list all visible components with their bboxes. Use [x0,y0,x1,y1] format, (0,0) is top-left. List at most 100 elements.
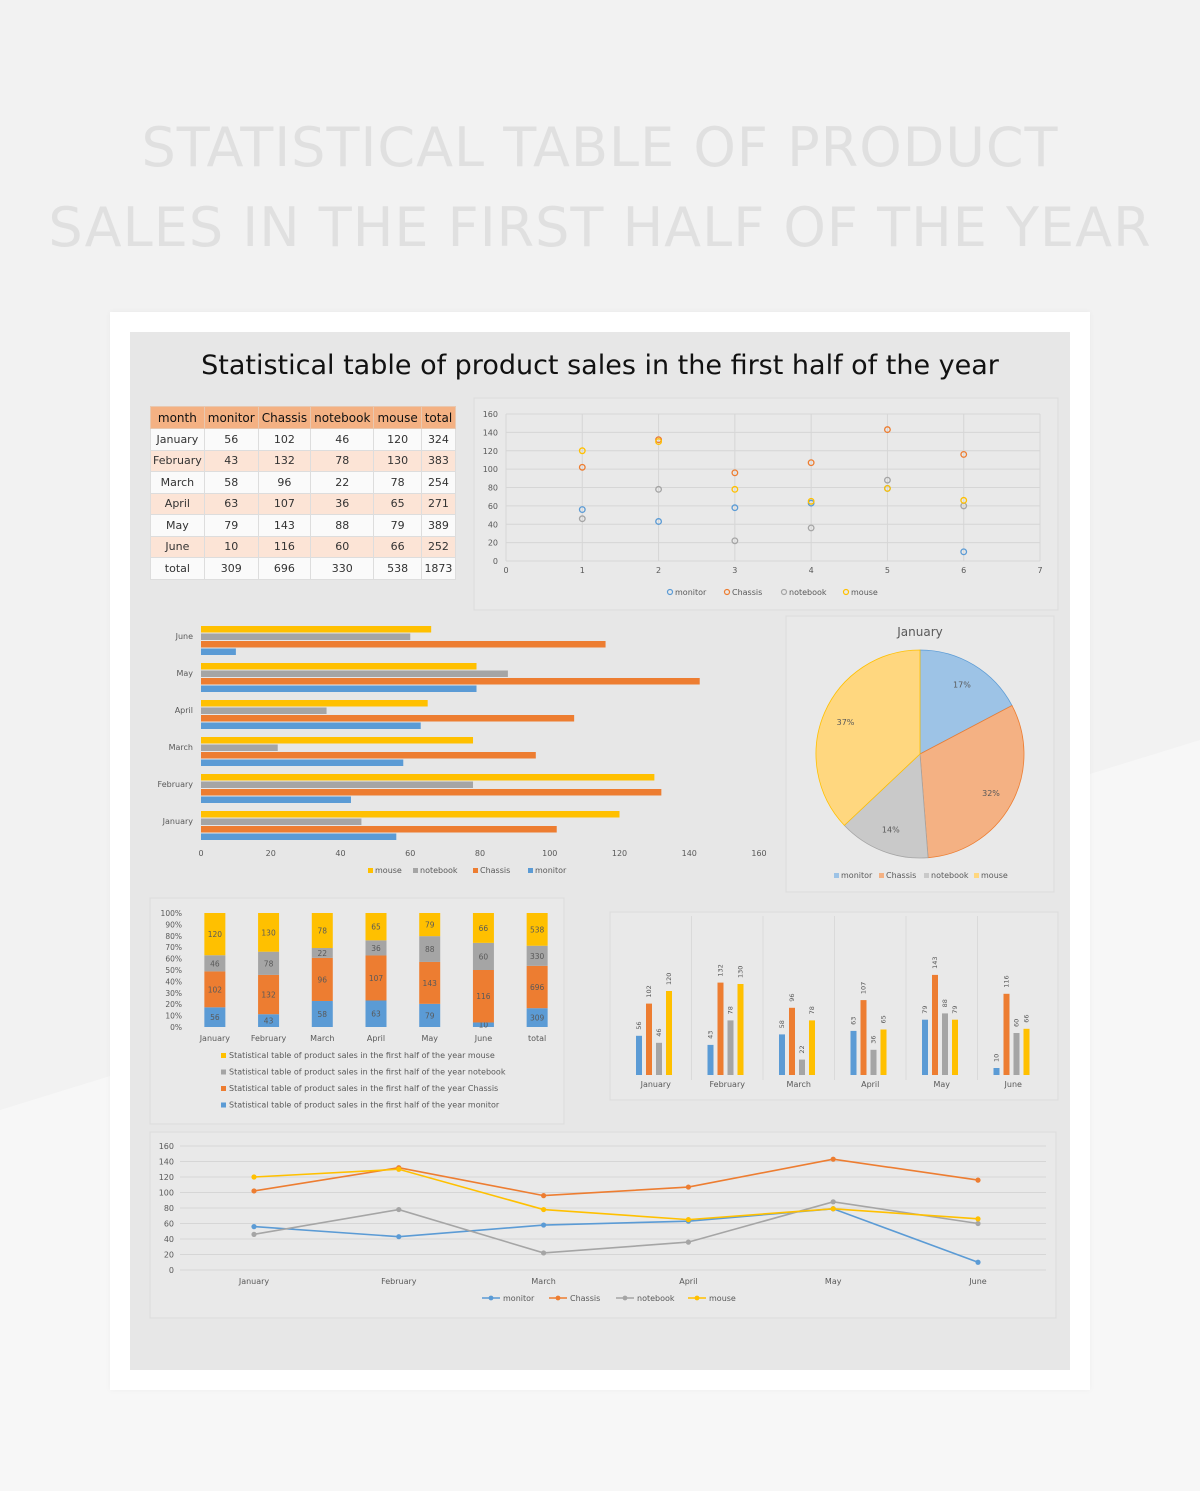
table-cell: April [150,492,205,515]
bar [201,796,351,803]
table-cell: 79 [373,514,422,537]
data-label: 143 [423,979,438,988]
bar [201,663,477,670]
stacked-bar-segment [526,945,548,966]
data-label: 63 [371,1010,381,1019]
data-point [251,1174,257,1180]
y-tick-label: 60 [488,502,498,511]
stacked-bar-segment [365,1000,387,1027]
data-label: 143 [931,956,939,968]
data-point [883,484,891,492]
data-label: 96 [318,975,328,984]
category-label: April [679,1277,697,1286]
legend-marker [879,873,884,878]
stacked-bar-segment [365,955,387,1001]
stacked-bar-segment [311,1000,333,1027]
bar [737,984,744,1075]
pie-slice [919,704,1025,859]
chart-panel [473,397,1059,611]
bar [717,982,724,1075]
bar [636,1035,642,1075]
data-point [396,1166,402,1172]
legend-label: Statistical table of product sales in th… [229,1068,506,1077]
table-cell: 88 [310,514,375,537]
series-line [253,1158,979,1197]
data-label: 78 [808,1006,816,1014]
series-line [253,1168,979,1221]
data-point [541,1206,547,1213]
data-label: 88 [425,945,435,954]
legend-marker [555,1295,561,1301]
table-row: April 63 107 36 65 271 [150,492,457,515]
x-tick-label: 0 [198,849,203,858]
category-label: June [968,1277,987,1286]
data-point [396,1206,402,1213]
table-cell: 10 [203,535,259,558]
data-label: 43 [264,1017,274,1026]
data-label: 65 [371,923,381,932]
table-cell: 58 [203,471,259,494]
data-point [655,485,663,493]
line-chart: 0 20 40 60 80 100 120 140 160 January February Marc… [149,1131,1057,1319]
category-label: February [251,1034,287,1043]
data-label: 96 [788,994,796,1002]
x-tick-label: 0 [503,566,508,575]
data-label: 66 [1023,1015,1031,1023]
legend-label: notebook [637,1294,675,1303]
stacked-bar-segment [258,1014,280,1027]
table-cell: May [150,514,205,537]
pie-slice [815,649,921,826]
category-label: June [474,1034,493,1043]
data-point [731,504,739,512]
y-tick-label: 80 [164,1204,174,1213]
x-tick-label: 60 [405,849,415,858]
legend-marker [694,1295,700,1301]
category-label: January [640,1080,672,1089]
legend-label: Statistical table of product sales in th… [229,1101,500,1110]
table-cell: 696 [257,557,312,580]
stacked-bar-segment [204,971,226,1008]
bar [201,641,606,648]
category-label: January [162,817,194,826]
y-tick-label: 140 [159,1158,174,1167]
stacked-bar-segment [419,961,441,1004]
category-label: February [710,1080,746,1089]
data-label: 58 [778,1020,786,1028]
table-cell: 107 [257,492,312,515]
legend-label: Statistical table of product sales in th… [229,1084,498,1093]
bar [201,781,474,788]
legend-label: Chassis [732,588,762,597]
bar [201,752,536,759]
table-cell: 60 [310,535,375,558]
category-label: January [238,1277,270,1286]
percent-stacked-chart: 0% 10% 20% 30% 40% 50% 60% 70% 80% 90% 100% 56 102 46… [149,897,565,1125]
data-label: 14% [882,826,900,835]
category-label: April [175,706,193,715]
data-label: 130 [737,966,745,978]
legend-marker [221,1102,226,1108]
legend-label: notebook [931,871,969,880]
data-point [396,1234,402,1240]
data-point [960,450,968,458]
data-label: 330 [530,952,545,961]
stacked-bar-segment [419,936,441,962]
data-label: 132 [717,964,725,976]
table-cell: June [150,535,205,558]
legend-label: Chassis [480,866,510,875]
legend-marker [473,868,478,873]
legend-marker [221,1086,226,1091]
bar [201,670,508,677]
table-cell: 43 [203,449,259,472]
stacked-bar-segment [258,913,280,952]
y-tick-label: 160 [483,410,498,419]
data-label: 22 [798,1045,806,1053]
table-cell: 143 [257,514,312,537]
legend-marker [924,873,929,878]
x-tick-label: 3 [732,566,737,575]
legend-marker [488,1295,494,1301]
series-line [253,1200,979,1254]
sales-table: month monitor Chassis notebook mouse tot… [150,406,457,580]
horizontal-bar-chart: 0 20 40 60 80 100 120 140 160 January February Marc… [158,626,767,875]
x-tick-label: 7 [1037,566,1042,575]
table-cell: 538 [373,557,422,580]
